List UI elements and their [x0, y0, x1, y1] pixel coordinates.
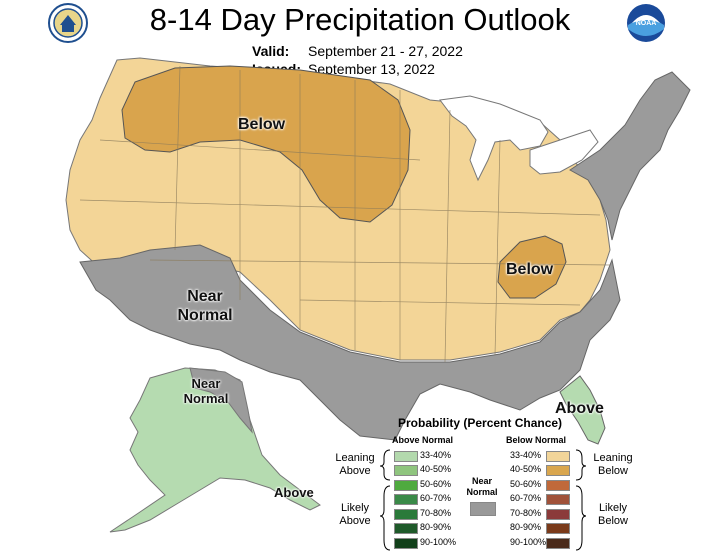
noaa-logo-text: NOAA [636, 20, 657, 27]
legend-likely-below-line1: Likely [598, 502, 628, 514]
legend-above-swatch-2 [394, 480, 418, 491]
valid-issued-block: Valid:September 21 - 27, 2022 Issued:Sep… [252, 42, 463, 78]
legend-above-swatch-label-5: 80-90% [420, 522, 452, 532]
near-normal-northeast-region [569, 71, 691, 241]
legend-likely-below-label: Likely Below [588, 502, 638, 528]
legend-likely-below-line2: Below [598, 515, 628, 527]
below-north-region [121, 65, 411, 223]
legend-above-swatch-5 [394, 523, 418, 534]
below-east-region [497, 235, 567, 299]
near-normal-southwest-region [79, 244, 621, 441]
legend-likely-above-label: Likely Above [330, 502, 380, 528]
alaska-above-region [109, 367, 321, 533]
alaska-near-normal-region [189, 367, 253, 434]
legend-below-swatch-label-6: 90-100% [510, 537, 547, 547]
legend-below-braces [575, 449, 587, 551]
legend-above-swatch-0 [394, 451, 418, 462]
legend-above-swatch-label-2: 50-60% [420, 479, 452, 489]
legend-above-swatch-label-6: 90-100% [420, 537, 457, 547]
valid-label: Valid: [252, 43, 290, 59]
legend-below-swatch-4 [546, 509, 570, 520]
legend-leaning-above-label: Leaning Above [330, 452, 380, 478]
issued-date: September 13, 2022 [308, 61, 435, 77]
legend-near-normal-line2: Normal [466, 487, 498, 497]
label-near-normal-southwest-line1: Near [187, 288, 223, 305]
commerce-seal-icon [48, 3, 88, 43]
legend-above-swatch-1 [394, 465, 418, 476]
legend-likely-above-line2: Above [339, 515, 371, 527]
legend-above-braces [379, 449, 391, 551]
legend-below-swatch-label-3: 60-70% [510, 493, 542, 503]
legend-leaning-above-line2: Above [339, 465, 371, 477]
florida-above-region [559, 375, 606, 445]
legend-above-swatch-4 [394, 509, 418, 520]
legend-above-swatch-3 [394, 494, 418, 505]
label-above-alaska: Above [274, 485, 314, 500]
legend-leaning-below-line1: Leaning [593, 452, 633, 464]
page-title: 8-14 Day Precipitation Outlook [149, 2, 571, 37]
legend-below-swatch-label-0: 33-40% [510, 450, 542, 460]
legend-above-swatch-label-1: 40-50% [420, 464, 452, 474]
legend-below-swatch-label-2: 50-60% [510, 479, 542, 489]
legend-below-swatch-1 [546, 465, 570, 476]
legend-near-normal-line1: Near [471, 476, 492, 486]
legend-above-swatch-label-0: 33-40% [420, 450, 452, 460]
legend-title: Probability (Percent Chance) [398, 416, 563, 430]
label-near-normal-southwest: Near Normal [170, 287, 240, 325]
legend-leaning-below-line2: Below [598, 465, 628, 477]
great-lakes [439, 95, 549, 182]
label-near-normal-southwest-line2: Normal [177, 307, 233, 324]
legend-below-swatch-6 [546, 538, 570, 549]
legend-above-swatch-6 [394, 538, 418, 549]
legend-below-swatch-0 [546, 451, 570, 462]
legend-above-swatch-label-4: 70-80% [420, 508, 452, 518]
legend-near-normal-label: Near Normal [462, 476, 502, 498]
state-boundaries [79, 65, 611, 363]
legend-below-swatch-label-4: 70-80% [510, 508, 542, 518]
label-near-normal-alaska-line2: Normal [183, 391, 229, 406]
label-near-normal-alaska: Near Normal [176, 376, 236, 406]
noaa-logo-icon: NOAA [626, 3, 666, 43]
legend-leaning-above-line1: Leaning [335, 452, 375, 464]
legend-below-swatch-3 [546, 494, 570, 505]
label-below-east: Below [506, 261, 554, 278]
label-near-normal-alaska-line1: Near [191, 376, 221, 391]
legend-below-swatch-5 [546, 523, 570, 534]
label-below-north: Below [238, 116, 286, 133]
valid-dates: September 21 - 27, 2022 [308, 43, 463, 59]
legend-likely-above-line1: Likely [340, 502, 370, 514]
legend-below-swatch-label-1: 40-50% [510, 464, 542, 474]
legend-above-header: Above Normal [392, 435, 454, 445]
legend-below-header: Below Normal [506, 435, 567, 445]
label-above-florida: Above [555, 400, 604, 417]
legend-above-swatch-label-3: 60-70% [420, 493, 452, 503]
legend-leaning-below-label: Leaning Below [588, 452, 638, 478]
legend-below-swatch-2 [546, 480, 570, 491]
legend-below-swatch-label-5: 80-90% [510, 522, 542, 532]
legend-near-normal-swatch [470, 502, 496, 516]
